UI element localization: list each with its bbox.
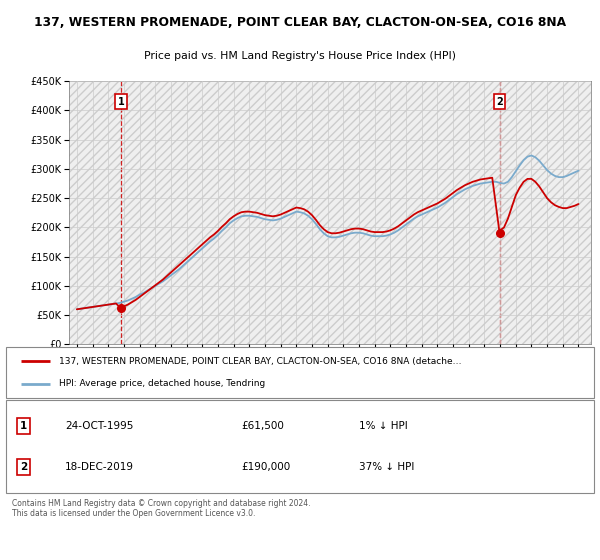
Text: Price paid vs. HM Land Registry's House Price Index (HPI): Price paid vs. HM Land Registry's House … [144,51,456,61]
Text: 18-DEC-2019: 18-DEC-2019 [65,462,134,472]
Text: 1% ↓ HPI: 1% ↓ HPI [359,421,407,431]
Text: 37% ↓ HPI: 37% ↓ HPI [359,462,414,472]
Text: 2: 2 [496,97,503,106]
Text: 2: 2 [20,462,27,472]
Text: 1: 1 [118,97,124,106]
Text: HPI: Average price, detached house, Tendring: HPI: Average price, detached house, Tend… [59,380,265,389]
Text: £61,500: £61,500 [241,421,284,431]
Text: Contains HM Land Registry data © Crown copyright and database right 2024.
This d: Contains HM Land Registry data © Crown c… [12,498,310,518]
Text: 24-OCT-1995: 24-OCT-1995 [65,421,133,431]
FancyBboxPatch shape [6,347,594,398]
Text: 137, WESTERN PROMENADE, POINT CLEAR BAY, CLACTON-ON-SEA, CO16 8NA (detache…: 137, WESTERN PROMENADE, POINT CLEAR BAY,… [59,357,461,366]
Text: 1: 1 [20,421,27,431]
FancyBboxPatch shape [6,400,594,493]
Text: 137, WESTERN PROMENADE, POINT CLEAR BAY, CLACTON-ON-SEA, CO16 8NA: 137, WESTERN PROMENADE, POINT CLEAR BAY,… [34,16,566,29]
Text: £190,000: £190,000 [241,462,290,472]
